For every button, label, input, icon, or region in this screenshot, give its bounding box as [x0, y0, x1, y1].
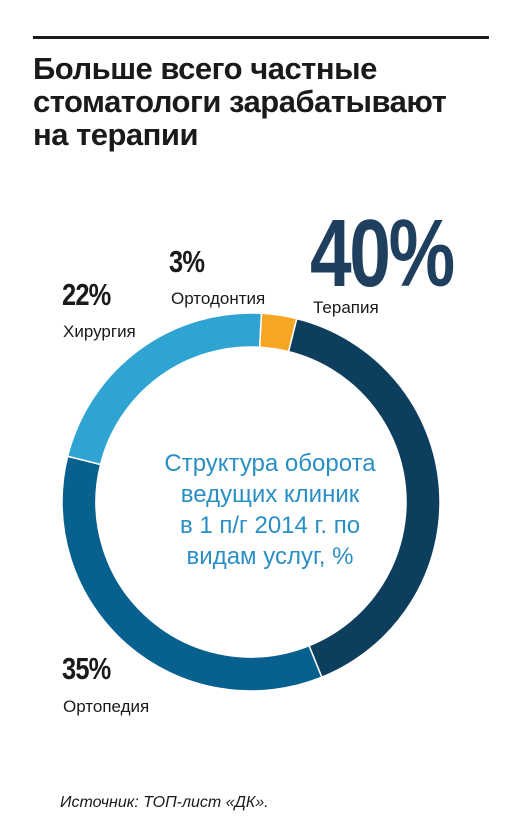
- slice-label-khirurgiya-name: Хирургия: [63, 322, 136, 341]
- donut-center-text: Структура оборота ведущих клиник в 1 п/г…: [164, 450, 376, 570]
- slice-label-ortodontiya-pct: 3%: [169, 244, 205, 279]
- top-rule: [33, 36, 489, 39]
- source-note: Источник: ТОП-лист «ДК».: [60, 794, 269, 811]
- chart-title: Больше всего частные стоматологи зарабат…: [33, 51, 447, 152]
- slice-label-ortopediya-pct: 35%: [62, 651, 111, 686]
- donut-slice-ortodontiya: [258, 312, 298, 353]
- slice-label-terapiya-pct: 40%: [310, 200, 455, 307]
- slice-label-ortopediya-name: Ортопедия: [63, 697, 150, 716]
- slice-label-ortodontiya-name: Ортодонтия: [171, 289, 266, 308]
- slice-label-terapiya-name: Терапия: [313, 298, 379, 317]
- slice-label-khirurgiya-pct: 22%: [62, 277, 111, 312]
